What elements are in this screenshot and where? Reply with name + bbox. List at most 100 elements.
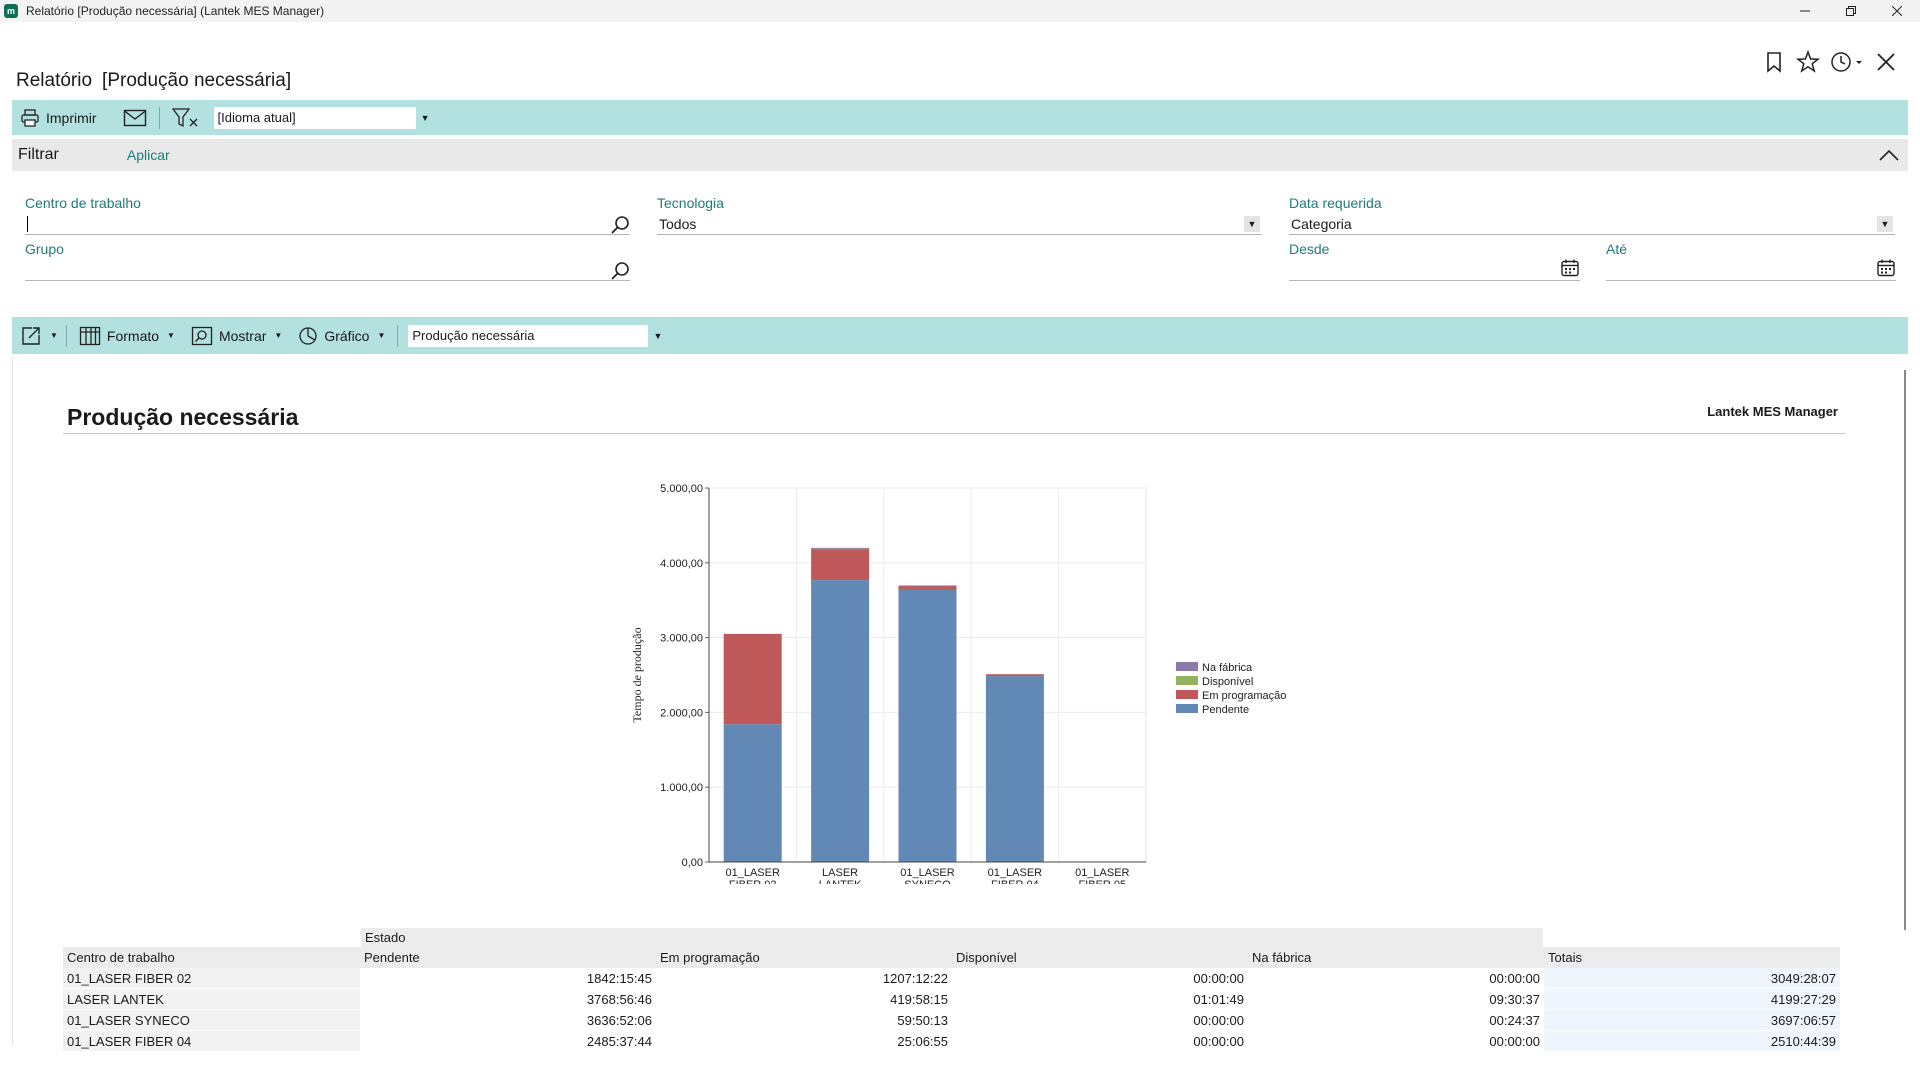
group-input[interactable] — [25, 259, 630, 281]
x-tick-label: FIBER 02 — [729, 879, 777, 884]
x-tick-label: LANTEK — [819, 879, 862, 884]
filter-label: Filtrar — [18, 146, 59, 163]
table-body: 01_LASER FIBER 02 1842:15:45 1207:12:22 00:… — [63, 968, 1840, 1052]
minimize-button[interactable] — [1782, 0, 1828, 22]
required-date-select[interactable]: Categoria ▼ — [1289, 213, 1895, 235]
legend-swatch — [1176, 704, 1198, 713]
work-center-input[interactable] — [25, 213, 630, 235]
column-header[interactable]: Centro de trabalho — [63, 947, 360, 968]
restore-button[interactable] — [1828, 0, 1874, 22]
text-cursor — [27, 215, 28, 232]
filter-bar: Filtrar Aplicar — [12, 139, 1908, 171]
show-button[interactable]: Mostrar ▼ — [183, 317, 290, 354]
page-title: Relatório [Produção necessária] — [16, 70, 291, 92]
production-chart: 0,00 1.000,00 2.000,00 3.000,00 4.000,00 5.00… — [630, 483, 1286, 884]
group-label: Grupo — [25, 241, 64, 257]
row-label-cell: 01_LASER FIBER 02 — [63, 968, 360, 988]
calendar-icon[interactable] — [1876, 258, 1896, 278]
toolbar-separator — [158, 106, 160, 129]
x-tick-label: FIBER 05 — [1078, 879, 1126, 884]
language-select-value: [Idioma atual] — [217, 110, 296, 125]
required-date-value: Categoria — [1291, 215, 1352, 232]
format-button[interactable]: Formato ▼ — [71, 317, 183, 354]
table-row: 01_LASER FIBER 04 2485:37:44 25:06:55 00:00… — [63, 1031, 1840, 1052]
format-label: Formato — [106, 327, 160, 344]
bar-segment — [723, 724, 782, 862]
bookmark-icon — [1767, 52, 1781, 73]
from-date-input[interactable] — [1289, 259, 1580, 281]
chevron-down-icon: ▼ — [167, 331, 175, 340]
report-view-select[interactable]: Produção necessária ▼ — [408, 324, 662, 347]
toolbar-separator — [397, 324, 399, 347]
table-cell: 00:00:00 — [1193, 1033, 1244, 1049]
favorite-button[interactable] — [1796, 50, 1820, 74]
history-button[interactable] — [1830, 50, 1864, 74]
search-icon[interactable] — [610, 215, 630, 235]
clear-filter-button[interactable] — [164, 100, 208, 135]
legend-swatch — [1176, 662, 1198, 671]
row-label-cell: LASER LANTEK — [63, 989, 360, 1009]
work-center-label: Centro de trabalho — [25, 195, 141, 211]
chevron-up-icon — [1879, 149, 1899, 161]
close-icon — [1892, 6, 1902, 16]
y-tick-label: 5.000,00 — [660, 483, 703, 495]
mail-icon — [123, 109, 146, 126]
star-icon — [1796, 50, 1820, 73]
chevron-down-icon: ▼ — [420, 112, 430, 123]
table-cell: 3636:52:06 — [586, 1012, 652, 1028]
view-toolbar: ▼ Formato ▼ Mostrar ▼ Gráfico ▼ Produção… — [12, 317, 1908, 354]
technology-label: Tecnologia — [657, 195, 724, 211]
legend-label: Pendente — [1202, 704, 1249, 716]
export-button[interactable]: ▼ — [12, 317, 62, 354]
legend-label: Em programação — [1202, 690, 1286, 702]
printer-icon — [21, 108, 39, 127]
bookmark-button[interactable] — [1762, 50, 1786, 74]
app-logo-icon: m — [4, 4, 18, 18]
calendar-icon[interactable] — [1560, 258, 1580, 278]
bar-segment — [811, 547, 870, 549]
table-cell: 3049:28:07 — [1544, 968, 1840, 988]
export-icon — [22, 326, 40, 345]
column-header[interactable]: Totais — [1544, 947, 1840, 968]
y-tick-label: 2.000,00 — [660, 707, 703, 719]
x-tick-label: 01_LASER — [900, 867, 954, 879]
table-cell: 01:01:49 — [1193, 991, 1244, 1007]
group-filter: Grupo — [25, 241, 630, 281]
column-header[interactable]: Disponível — [952, 947, 1248, 968]
table-row: 01_LASER SYNECO 3636:52:06 59:50:13 00:00:0… — [63, 1010, 1840, 1031]
table-cell: 00:00:00 — [1193, 1012, 1244, 1028]
to-date-input[interactable] — [1606, 259, 1896, 281]
column-header[interactable]: Pendente — [360, 947, 656, 968]
table-cell: 1207:12:22 — [882, 970, 948, 986]
to-date-filter: Até — [1606, 241, 1896, 281]
required-date-label: Data requerida — [1289, 195, 1382, 211]
chevron-down-icon: ▼ — [50, 331, 58, 340]
table-cell: 419:58:15 — [890, 991, 948, 1007]
from-date-filter: Desde — [1289, 241, 1580, 281]
bar-segment — [985, 676, 1044, 862]
search-icon[interactable] — [610, 261, 630, 281]
close-report-button[interactable] — [1874, 50, 1898, 74]
work-center-filter: Centro de trabalho — [25, 195, 630, 235]
technology-select[interactable]: Todos ▼ — [657, 213, 1262, 235]
print-button[interactable]: Imprimir — [12, 100, 105, 135]
column-header[interactable]: Na fábrica — [1248, 947, 1544, 968]
language-select[interactable]: [Idioma atual] ▼ — [213, 106, 430, 129]
vertical-scrollbar[interactable] — [1904, 370, 1906, 930]
table-cell: 59:50:13 — [897, 1012, 948, 1028]
pie-chart-icon — [299, 326, 317, 345]
chart-button[interactable]: Gráfico ▼ — [290, 317, 393, 354]
report-canvas: Produção necessária Lantek MES Manager 0… — [12, 356, 1908, 1052]
column-header[interactable]: Em programação — [656, 947, 952, 968]
x-tick-label: 01_LASER — [1075, 867, 1129, 879]
x-tick-label: LASER — [822, 867, 858, 879]
chevron-down-icon: ▼ — [1877, 216, 1893, 232]
x-tick-label: 01_LASER — [988, 867, 1042, 879]
apply-filter-link[interactable]: Aplicar — [126, 147, 170, 163]
report-toolbar: Imprimir [Idioma atual] ▼ — [12, 100, 1908, 135]
y-tick-label: 3.000,00 — [660, 633, 703, 645]
to-date-label: Até — [1606, 241, 1628, 257]
email-button[interactable] — [115, 100, 155, 135]
close-window-button[interactable] — [1874, 0, 1920, 22]
collapse-filter-button[interactable] — [1878, 145, 1900, 170]
